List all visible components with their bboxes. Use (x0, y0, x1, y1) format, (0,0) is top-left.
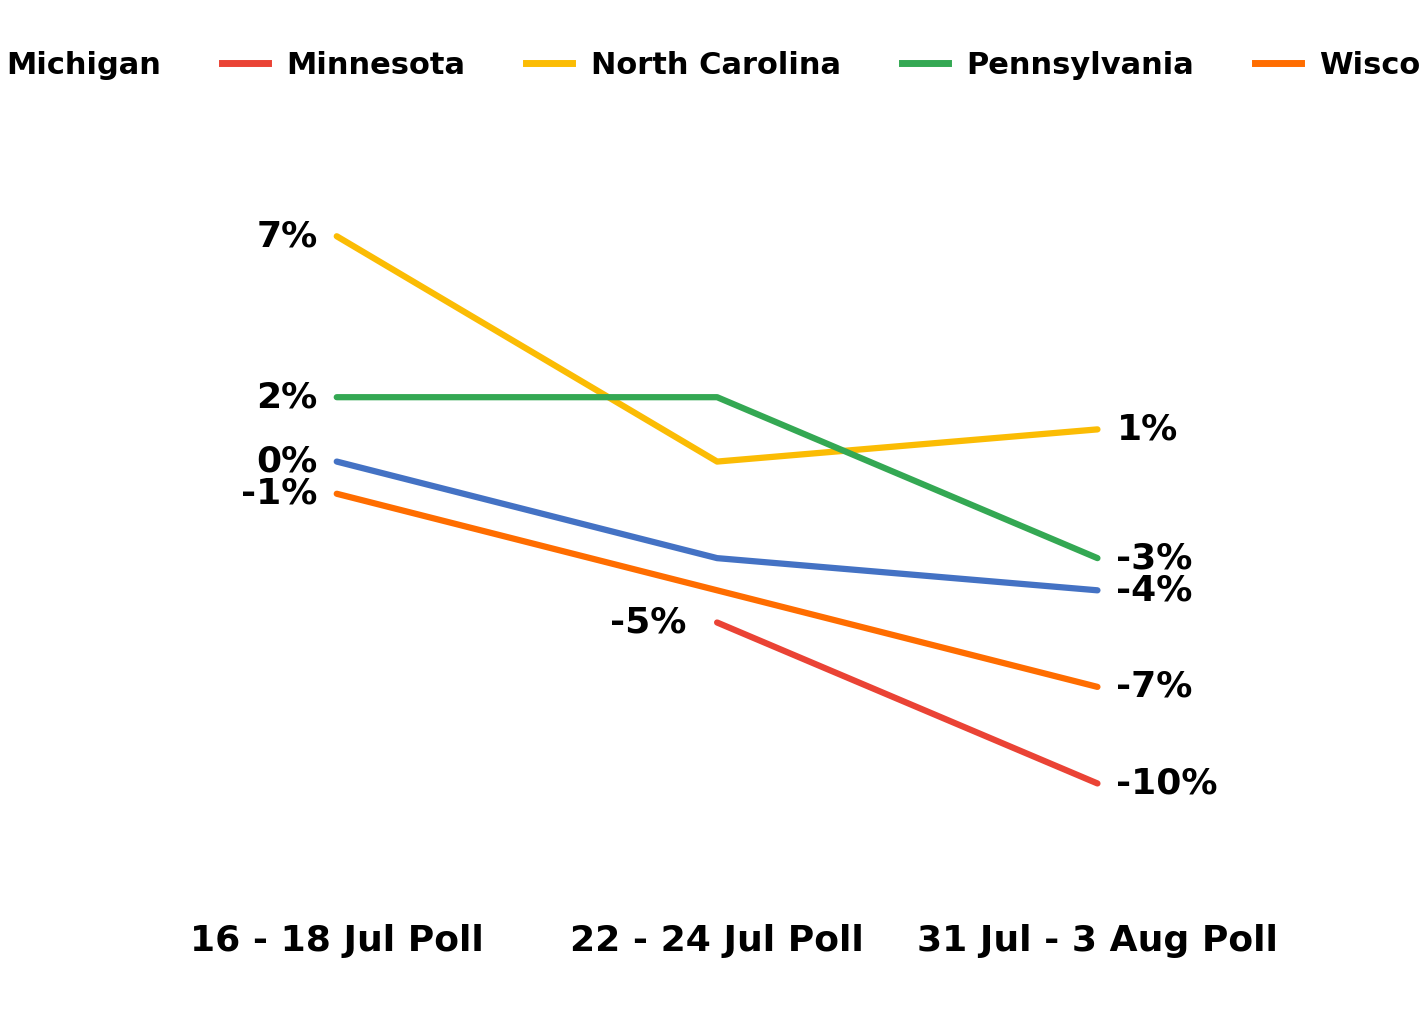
Text: -4%: -4% (1116, 574, 1193, 608)
Text: 0%: 0% (257, 445, 318, 479)
Text: -3%: -3% (1116, 541, 1193, 575)
Text: -5%: -5% (611, 606, 687, 640)
Text: -10%: -10% (1116, 766, 1218, 800)
Text: 1%: 1% (1116, 412, 1177, 446)
Text: -7%: -7% (1116, 670, 1193, 703)
Text: 2%: 2% (257, 380, 318, 414)
Text: -1%: -1% (241, 477, 318, 511)
Text: 7%: 7% (257, 219, 318, 253)
Legend: Michigan, Minnesota, North Carolina, Pennsylvania, Wisconsin: Michigan, Minnesota, North Carolina, Pen… (0, 38, 1420, 92)
